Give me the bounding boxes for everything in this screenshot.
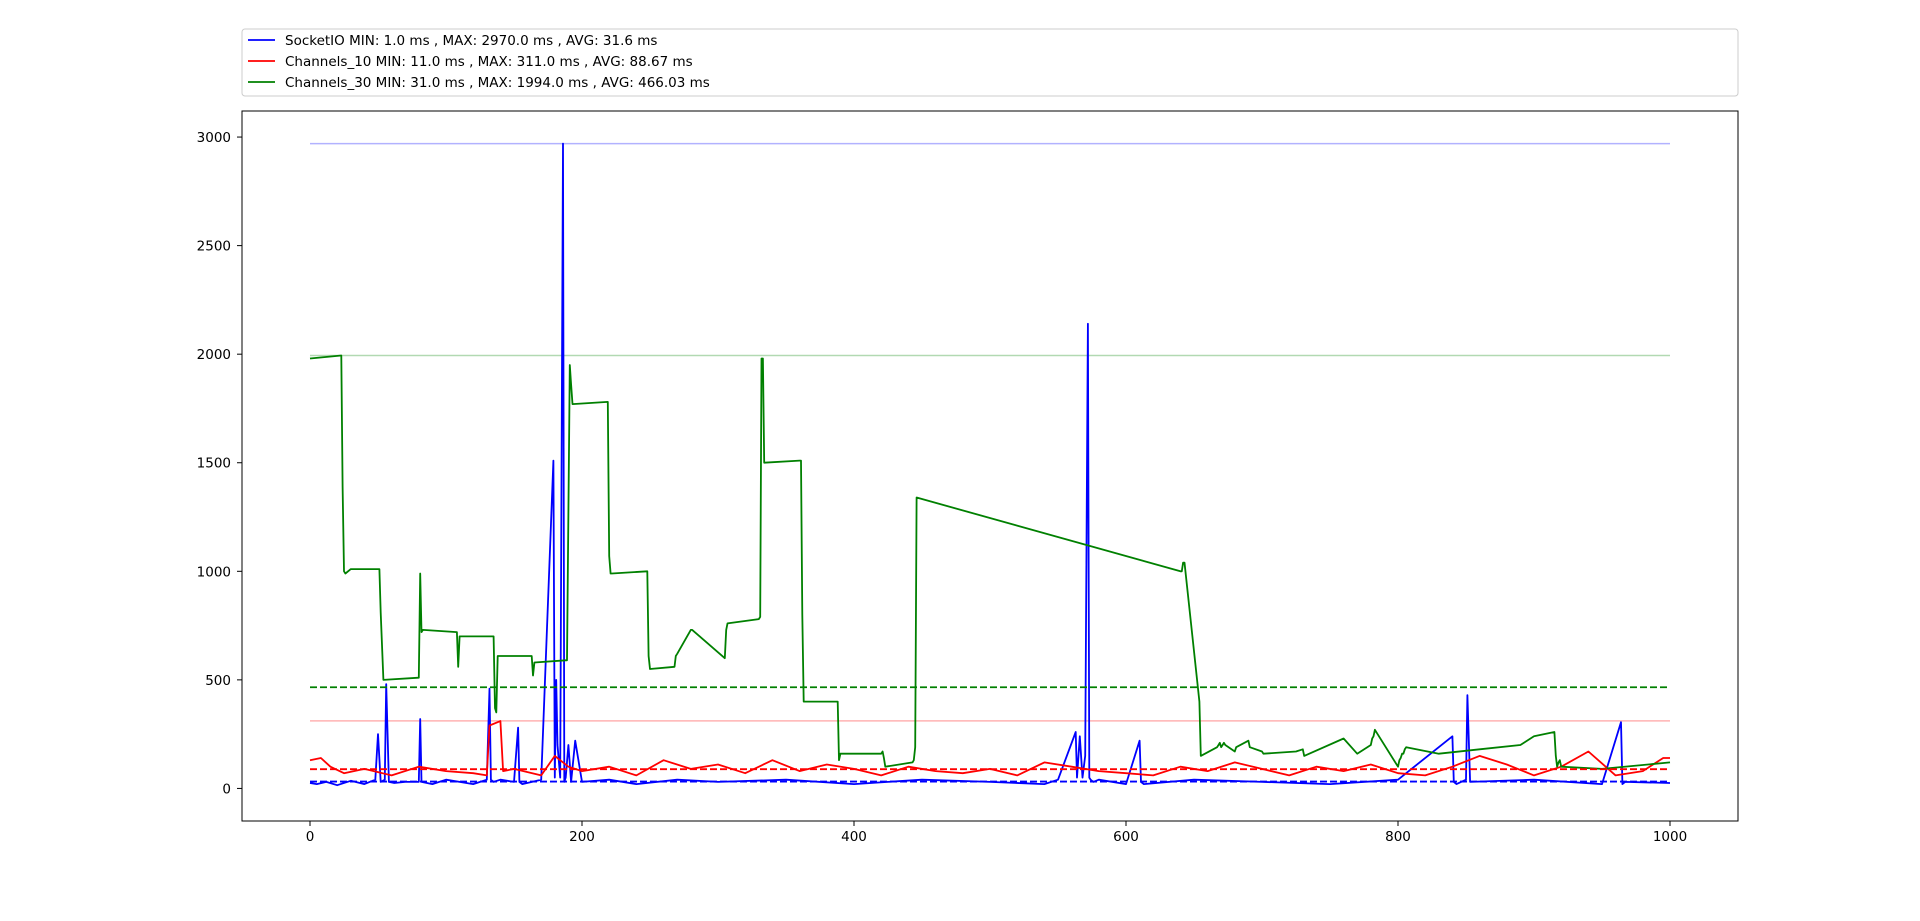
y-tick-label: 2500 [197, 239, 231, 255]
y-tick-label: 500 [205, 673, 231, 689]
legend-box [241, 28, 1739, 97]
plot-frame [241, 110, 1739, 822]
legend-label-channels_10: Channels_10 MIN: 11.0 ms , MAX: 311.0 ms… [285, 54, 693, 70]
data-layer [309, 142, 1671, 787]
y-tick-label: 1000 [197, 564, 231, 580]
series-line-socketio [309, 142, 1671, 787]
plot-area: 0 200 400 600 800 1000 0 500 1000 1500 2000 2500 300… [197, 110, 1739, 845]
series-line-channels_10 [309, 720, 1670, 777]
x-tick-label: 200 [569, 829, 595, 845]
series-line-channels_30 [309, 354, 1671, 770]
y-tick-label: 3000 [197, 130, 231, 146]
x-tick-label: 800 [1385, 829, 1411, 845]
y-tick-label: 0 [222, 781, 231, 797]
y-tick-label: 2000 [197, 347, 231, 363]
x-tick-label: 400 [841, 829, 867, 845]
legend-label-channels_30: Channels_30 MIN: 31.0 ms , MAX: 1994.0 m… [285, 75, 710, 91]
x-tick-label: 1000 [1653, 829, 1687, 845]
x-tick-label: 0 [306, 829, 315, 845]
legend-label-socketio: SocketIO MIN: 1.0 ms , MAX: 2970.0 ms , … [285, 33, 657, 49]
y-tick-label: 1500 [197, 456, 231, 472]
x-tick-label: 600 [1113, 829, 1139, 845]
legend: SocketIO MIN: 1.0 ms , MAX: 2970.0 ms , … [241, 28, 1739, 97]
